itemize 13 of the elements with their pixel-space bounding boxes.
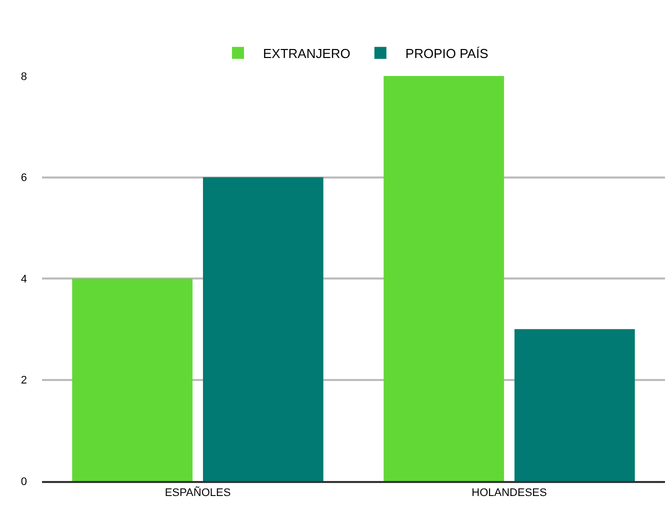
bar: [202, 177, 324, 481]
bar: [384, 76, 504, 481]
bar: [72, 278, 193, 481]
y-tick-label: 6: [20, 172, 27, 184]
y-tick-label: 0: [20, 476, 27, 488]
legend-label: PROPIO PAÍS: [405, 46, 489, 61]
x-tick-label: HOLANDESES: [472, 487, 547, 500]
y-tick-label: 4: [20, 273, 27, 286]
x-tick-label: ESPAÑOLES: [164, 486, 231, 500]
y-tick-label: 2: [20, 374, 27, 387]
y-tick-label: 8: [20, 70, 27, 83]
legend-label: EXTRANJERO: [263, 46, 350, 61]
bar: [514, 329, 635, 481]
